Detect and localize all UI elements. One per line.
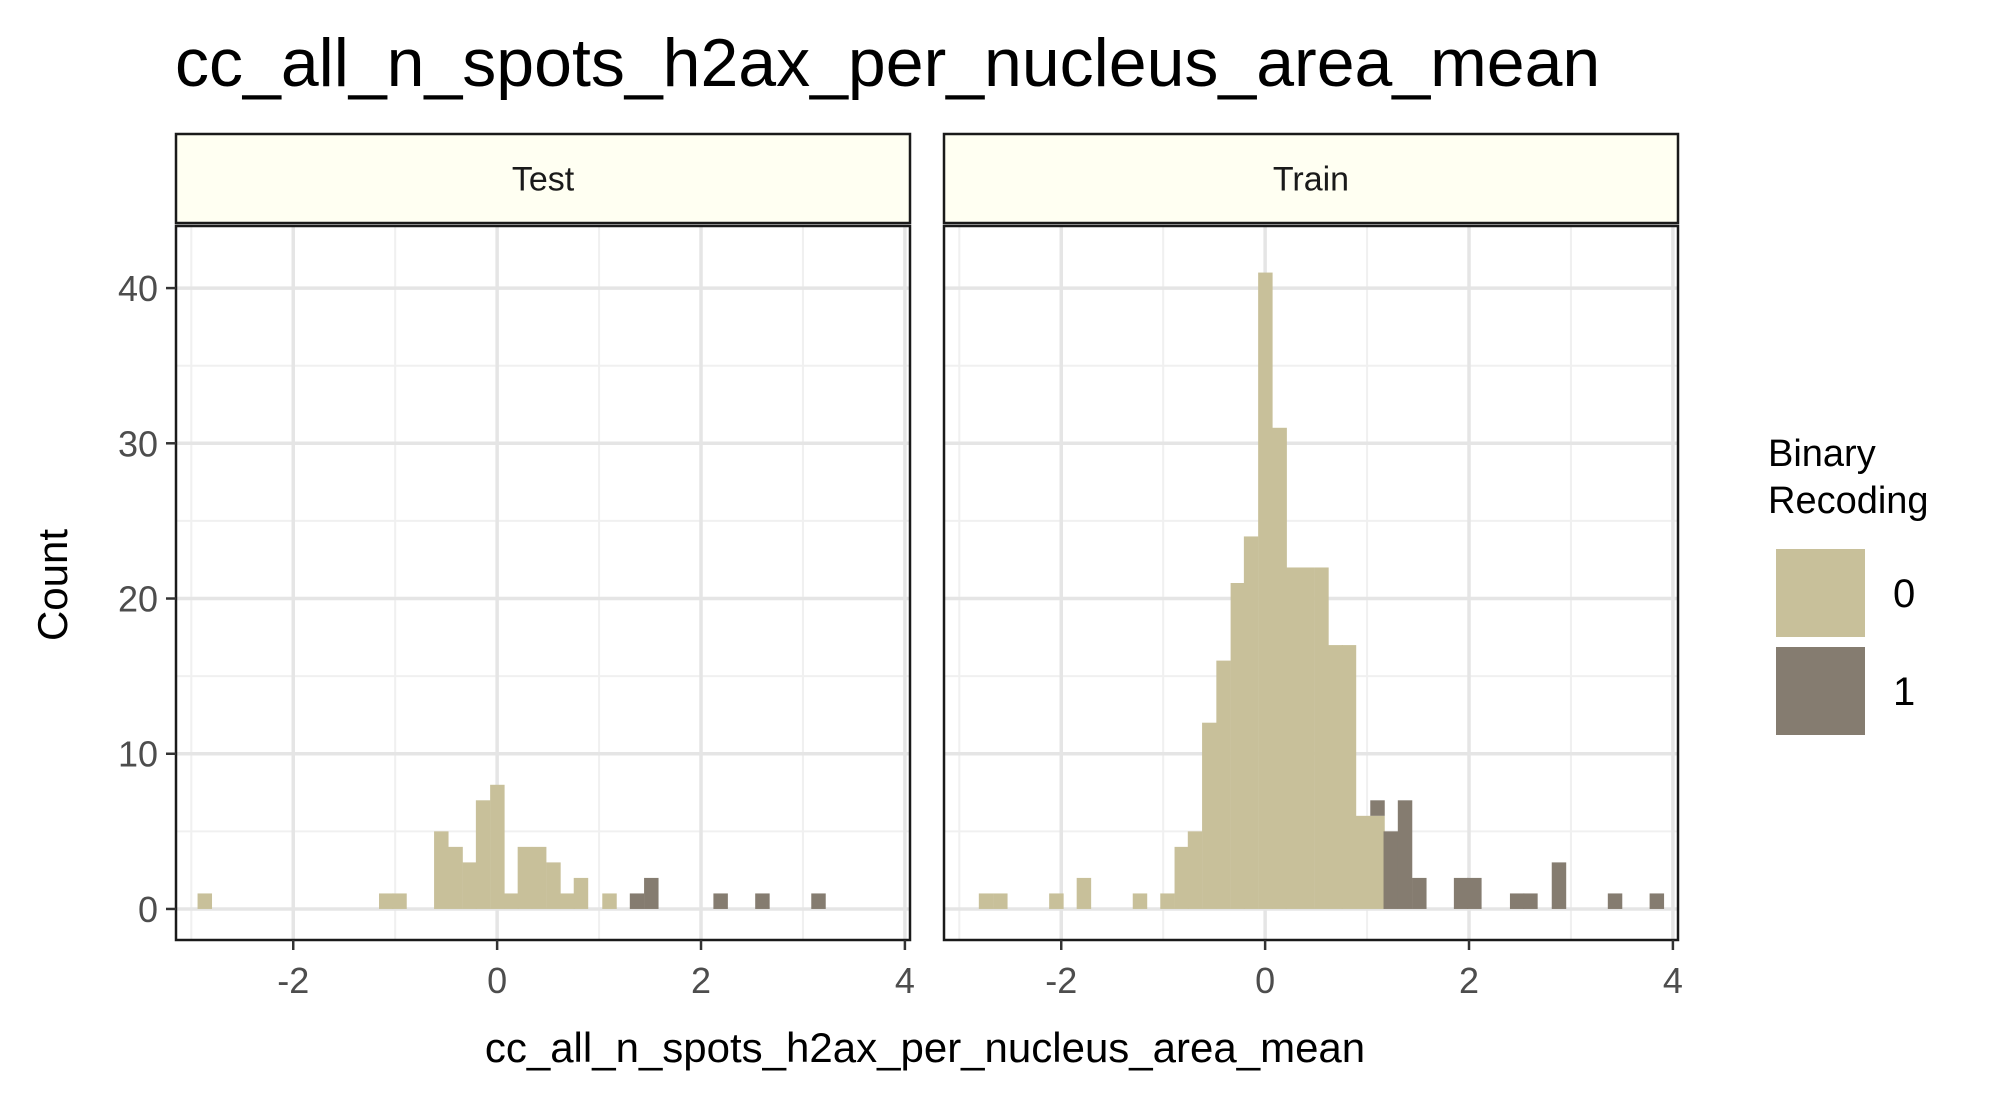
histogram-bar-class-1 (1523, 893, 1538, 909)
histogram-bar-class-1 (644, 877, 659, 909)
histogram-bar-class-0 (1356, 815, 1371, 909)
histogram-bar-class-1 (811, 893, 826, 909)
legend-title-line-2: Recoding (1768, 480, 1929, 522)
histogram-bar-class-0 (379, 893, 394, 909)
histogram-bar-class-0 (1160, 893, 1175, 909)
x-tick-label: 4 (1663, 960, 1683, 1001)
x-tick-label: 0 (1255, 960, 1275, 1001)
x-tick-label: 4 (895, 960, 915, 1001)
histogram-bar-class-0 (1174, 846, 1190, 909)
legend-swatch-0 (1776, 549, 1865, 637)
histogram-bar-class-0 (1299, 567, 1315, 909)
histogram-bar-class-1 (1370, 800, 1385, 816)
histogram-bar-class-0 (504, 893, 519, 909)
strip-background (174, 132, 912, 225)
histogram-bar-class-0 (1202, 722, 1217, 909)
histogram-bar-class-0 (434, 831, 449, 909)
histogram-bar-class-0 (1314, 567, 1329, 909)
panel-border (174, 224, 912, 942)
histogram-bar-class-1 (1649, 893, 1665, 909)
x-tick-label: 2 (1459, 960, 1479, 1001)
legend-swatch-1 (1776, 647, 1865, 735)
histogram-bar-class-0 (197, 893, 213, 909)
histogram-bar-class-0 (1285, 567, 1301, 909)
x-tick-label: 0 (487, 960, 507, 1001)
histogram-bar-class-1 (1509, 893, 1525, 909)
histogram-bar-class-0 (1230, 583, 1246, 909)
histogram-bar-class-0 (475, 800, 491, 909)
histogram-bar-class-0 (978, 893, 994, 909)
plot-background (176, 226, 910, 940)
histogram-bar-class-0 (1258, 272, 1273, 909)
histogram-bar-class-1 (629, 893, 645, 909)
strip-label: Train (1273, 161, 1349, 199)
legend-label-1: 1 (1893, 670, 1915, 714)
y-tick-label: 30 (118, 423, 158, 464)
histogram-bar-class-0 (993, 893, 1008, 909)
legend: Binary Recoding 0 1 (1768, 433, 1929, 735)
y-tick-label: 20 (118, 579, 158, 620)
chart-title: cc_all_n_spots_h2ax_per_nucleus_area_mea… (175, 25, 1600, 101)
histogram-bar-class-1 (713, 893, 728, 909)
histogram-bar-class-0 (1272, 427, 1287, 909)
strip-background (942, 132, 1680, 225)
histogram-bar-class-0 (517, 846, 533, 909)
legend-title-line-1: Binary (1768, 433, 1876, 475)
x-tick-label: 2 (691, 960, 711, 1001)
histogram-bar-class-1 (1453, 877, 1469, 909)
y-tick-label: 10 (118, 734, 158, 775)
y-axis-title: Count (29, 529, 76, 641)
histogram-bar-class-0 (1216, 660, 1231, 909)
histogram-bar-class-0 (1132, 893, 1148, 909)
histogram-bar-class-0 (462, 862, 478, 909)
histogram-bar-class-0 (573, 877, 589, 909)
histogram-bar-class-0 (602, 893, 617, 909)
histogram-bar-class-0 (1341, 645, 1357, 909)
histogram-bar-class-0 (392, 893, 407, 909)
histogram-bar-class-1 (1551, 862, 1567, 909)
x-tick-label: -2 (277, 960, 309, 1001)
histogram-bar-class-0 (560, 893, 575, 909)
x-axis-title: cc_all_n_spots_h2ax_per_nucleus_area_mea… (485, 1024, 1365, 1071)
histogram-bar-class-1 (1397, 800, 1413, 909)
panel-border (942, 224, 1680, 942)
histogram-bar-class-0 (531, 846, 547, 909)
histogram-bar-class-0 (1187, 831, 1203, 909)
y-tick-label: 40 (118, 268, 158, 309)
histogram-bar-class-0 (1076, 877, 1092, 909)
y-tick-label: 0 (138, 889, 158, 930)
histogram-bar-class-0 (1243, 536, 1259, 909)
histogram-bar-class-0 (1370, 815, 1385, 909)
histogram-bar-class-1 (755, 893, 770, 909)
histogram-bar-class-0 (448, 846, 463, 909)
histogram-bar-class-0 (1328, 645, 1343, 909)
panel-train: Train -2 0 2 4 (942, 132, 1683, 1001)
histogram-bar-class-0 (546, 862, 561, 909)
x-tick-label: -2 (1045, 960, 1077, 1001)
legend-label-0: 0 (1893, 572, 1915, 616)
histogram-bar-class-0 (1049, 893, 1064, 909)
strip-label: Test (512, 161, 575, 199)
histogram-bar-class-1 (1383, 831, 1398, 909)
histogram-bar-class-1 (1607, 893, 1623, 909)
histogram-bar-class-1 (1467, 877, 1482, 909)
histogram-bar-class-0 (490, 784, 505, 909)
histogram-bar-class-1 (1412, 877, 1427, 909)
